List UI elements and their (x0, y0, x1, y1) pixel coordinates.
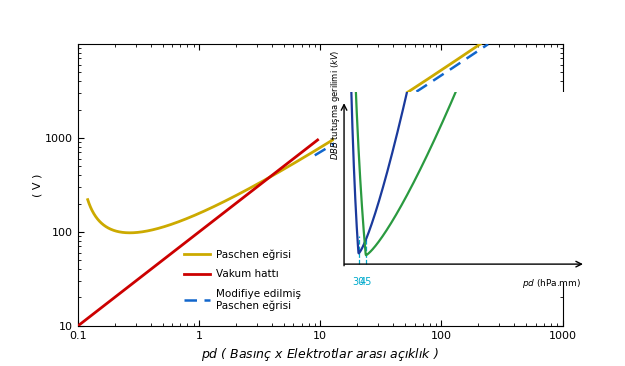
X-axis label: $pd$ ( Basınç x Elektrotlar arası açıklık ): $pd$ ( Basınç x Elektrotlar arası açıklı… (201, 346, 439, 363)
Text: $DBB$ tutuşma gerilimi ($kV$): $DBB$ tutuşma gerilimi ($kV$) (329, 49, 342, 160)
Legend: Paschen eğrisi, Vakum hattı, Modifiye edilmiş
Paschen eğrisi: Paschen eğrisi, Vakum hattı, Modifiye ed… (180, 245, 305, 315)
Text: 30: 30 (352, 277, 364, 287)
Text: 45: 45 (359, 277, 372, 287)
Y-axis label: ( V ): ( V ) (32, 173, 43, 197)
Text: $pd$ (hPa.mm): $pd$ (hPa.mm) (522, 277, 581, 290)
